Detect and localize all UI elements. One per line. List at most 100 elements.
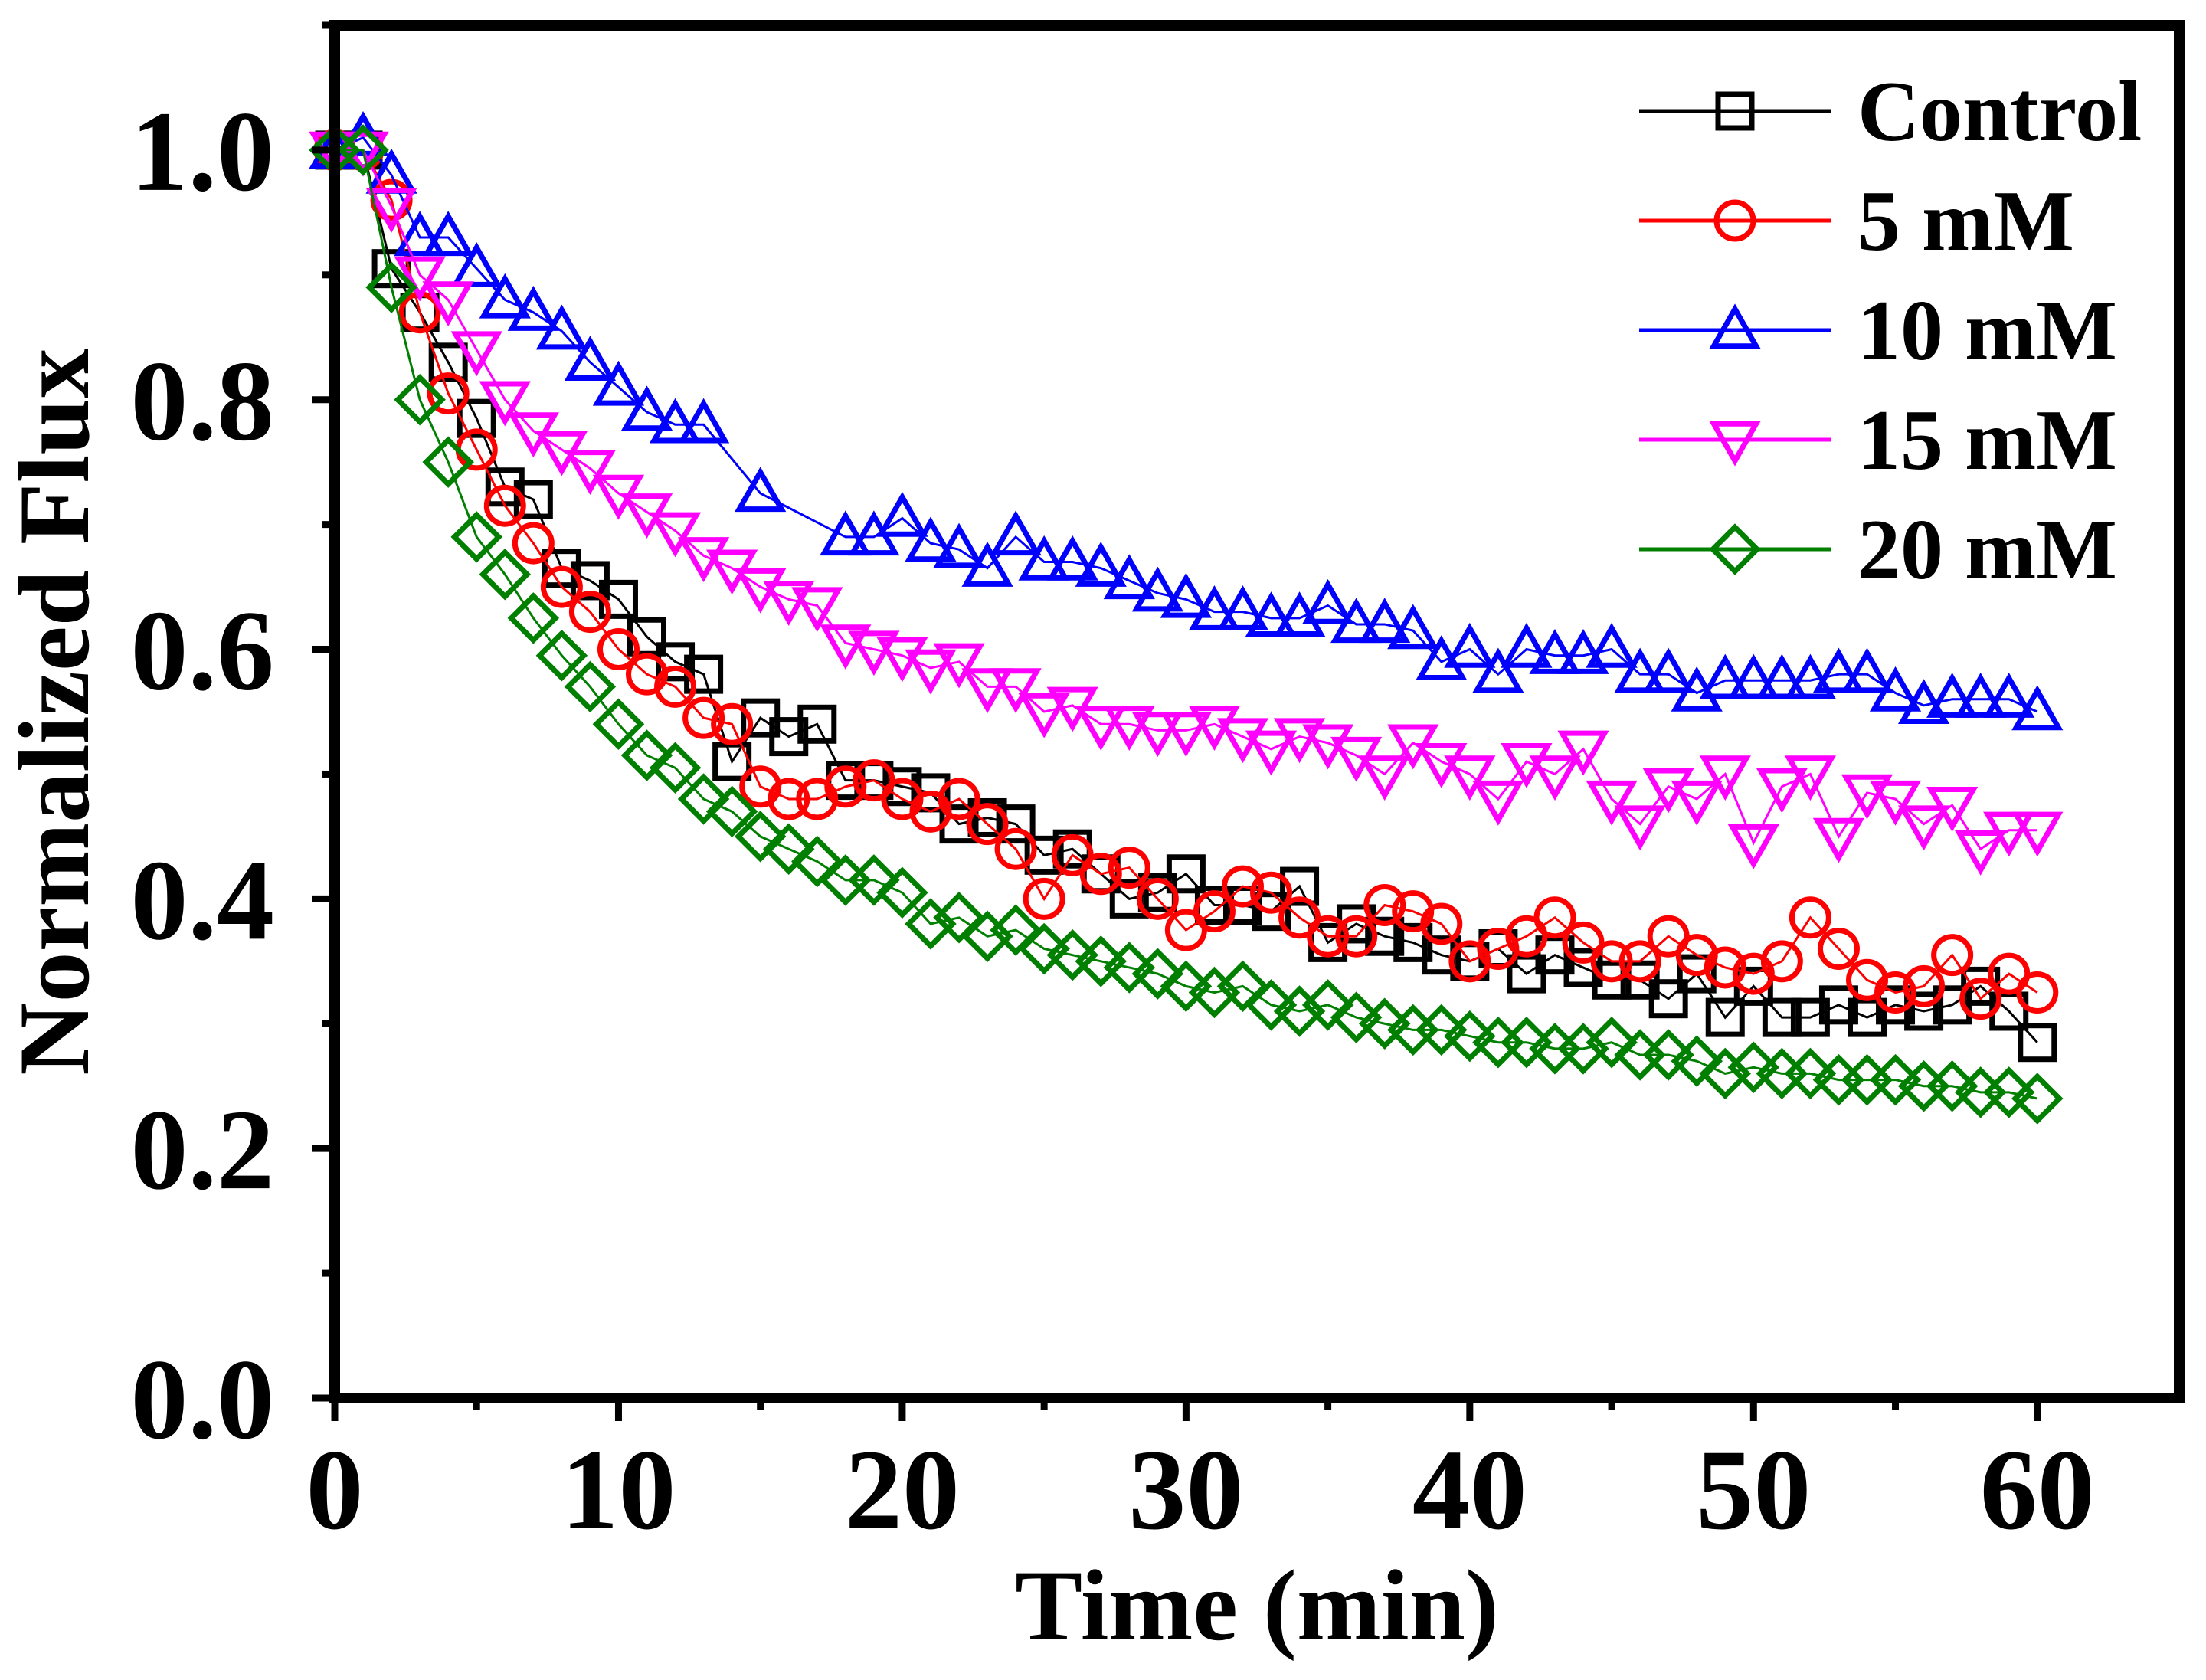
data-point <box>961 910 1013 962</box>
data-point <box>1874 971 1917 1014</box>
data-point <box>1983 673 2035 718</box>
data-point <box>513 480 553 519</box>
data-point <box>1075 706 1127 751</box>
y-tick-label: 1.0 <box>131 88 275 215</box>
data-point <box>1841 774 1893 820</box>
data-point <box>1955 673 2007 718</box>
data-point <box>1301 578 1354 624</box>
data-point <box>1252 892 1291 932</box>
data-point <box>365 261 417 313</box>
series-line <box>335 149 2038 1000</box>
data-point <box>1727 653 1779 699</box>
data-point <box>1529 755 1581 801</box>
data-point <box>1699 1047 1752 1100</box>
data-point <box>994 827 1037 870</box>
data-point <box>966 803 1009 846</box>
data-point <box>1817 928 1860 971</box>
data-point <box>848 630 900 676</box>
data-point <box>1075 542 1127 587</box>
data-point <box>1926 673 1979 718</box>
data-point <box>394 256 446 302</box>
data-point <box>1529 629 1581 674</box>
data-point <box>450 331 502 377</box>
data-point <box>1278 896 1321 939</box>
x-tick-label: 40 <box>1412 1426 1527 1554</box>
data-point <box>1131 566 1183 612</box>
data-point <box>1444 1010 1496 1063</box>
data-point <box>365 188 417 233</box>
data-point <box>848 854 900 906</box>
data-point <box>1160 712 1213 758</box>
data-point <box>1358 997 1411 1050</box>
data-point <box>1051 833 1094 876</box>
y-tick-label: 0.6 <box>131 588 275 715</box>
data-point <box>1926 786 1979 832</box>
x-tick-label: 30 <box>1128 1426 1243 1554</box>
data-point <box>1335 915 1378 958</box>
series-20-mm <box>309 124 2064 1125</box>
data-point <box>876 866 928 919</box>
data-point <box>649 398 702 444</box>
data-point <box>564 336 617 382</box>
data-point <box>620 385 673 431</box>
data-point <box>1103 706 1155 751</box>
data-point <box>1359 598 1411 644</box>
data-point <box>1131 712 1183 758</box>
data-point <box>1903 964 1946 1007</box>
data-point <box>649 742 702 794</box>
data-point <box>735 467 787 513</box>
legend-marker <box>1709 421 1761 467</box>
data-point <box>905 898 957 950</box>
data-point <box>1762 997 1802 1037</box>
data-point <box>1756 653 1808 699</box>
data-point <box>394 211 446 257</box>
data-point <box>1677 954 1717 994</box>
data-point <box>1533 896 1576 939</box>
data-point <box>905 649 957 695</box>
data-point <box>677 773 730 825</box>
data-point <box>1023 877 1065 920</box>
data-point <box>428 342 468 382</box>
data-point <box>1164 909 1207 951</box>
data-point <box>961 542 1013 587</box>
series-line <box>335 149 2038 1043</box>
data-point <box>1869 666 1922 712</box>
legend-label: 20 mM <box>1857 503 2117 598</box>
data-point <box>1273 718 1326 764</box>
data-point <box>769 717 809 757</box>
data-point <box>479 549 532 601</box>
data-point <box>568 591 611 634</box>
data-point <box>1046 535 1098 581</box>
series-layer <box>309 110 2064 1125</box>
data-point <box>1671 780 1723 826</box>
data-point <box>1188 966 1241 1019</box>
data-point <box>1136 877 1179 920</box>
data-point <box>1046 928 1098 981</box>
data-point <box>768 778 810 820</box>
data-point <box>1330 991 1383 1043</box>
series-5-mm <box>313 129 2059 1020</box>
data-point <box>1109 879 1149 919</box>
legend-marker <box>1709 523 1761 575</box>
legend: Control 5 mM 10 mM 15 mM 20 mM <box>1639 64 2142 598</box>
data-point <box>1563 948 1603 987</box>
x-tick-labels: 0 10 20 30 40 50 60 <box>306 1426 2095 1554</box>
data-point <box>1869 1053 1922 1106</box>
data-point <box>1359 755 1411 801</box>
data-point <box>1562 921 1605 964</box>
data-point <box>2018 1023 2057 1063</box>
data-point <box>592 360 645 406</box>
data-point <box>1784 653 1837 699</box>
data-point <box>1647 915 1690 958</box>
data-point <box>938 778 980 820</box>
data-point <box>1812 817 1865 863</box>
data-point <box>1955 830 2007 876</box>
data-point <box>1671 1035 1723 1087</box>
data-point <box>1103 942 1156 994</box>
data-point <box>422 281 474 327</box>
data-point <box>1642 647 1694 693</box>
x-tick-label: 20 <box>845 1426 960 1554</box>
data-point <box>1705 997 1745 1037</box>
data-point <box>450 242 502 287</box>
data-point <box>1501 622 1553 668</box>
